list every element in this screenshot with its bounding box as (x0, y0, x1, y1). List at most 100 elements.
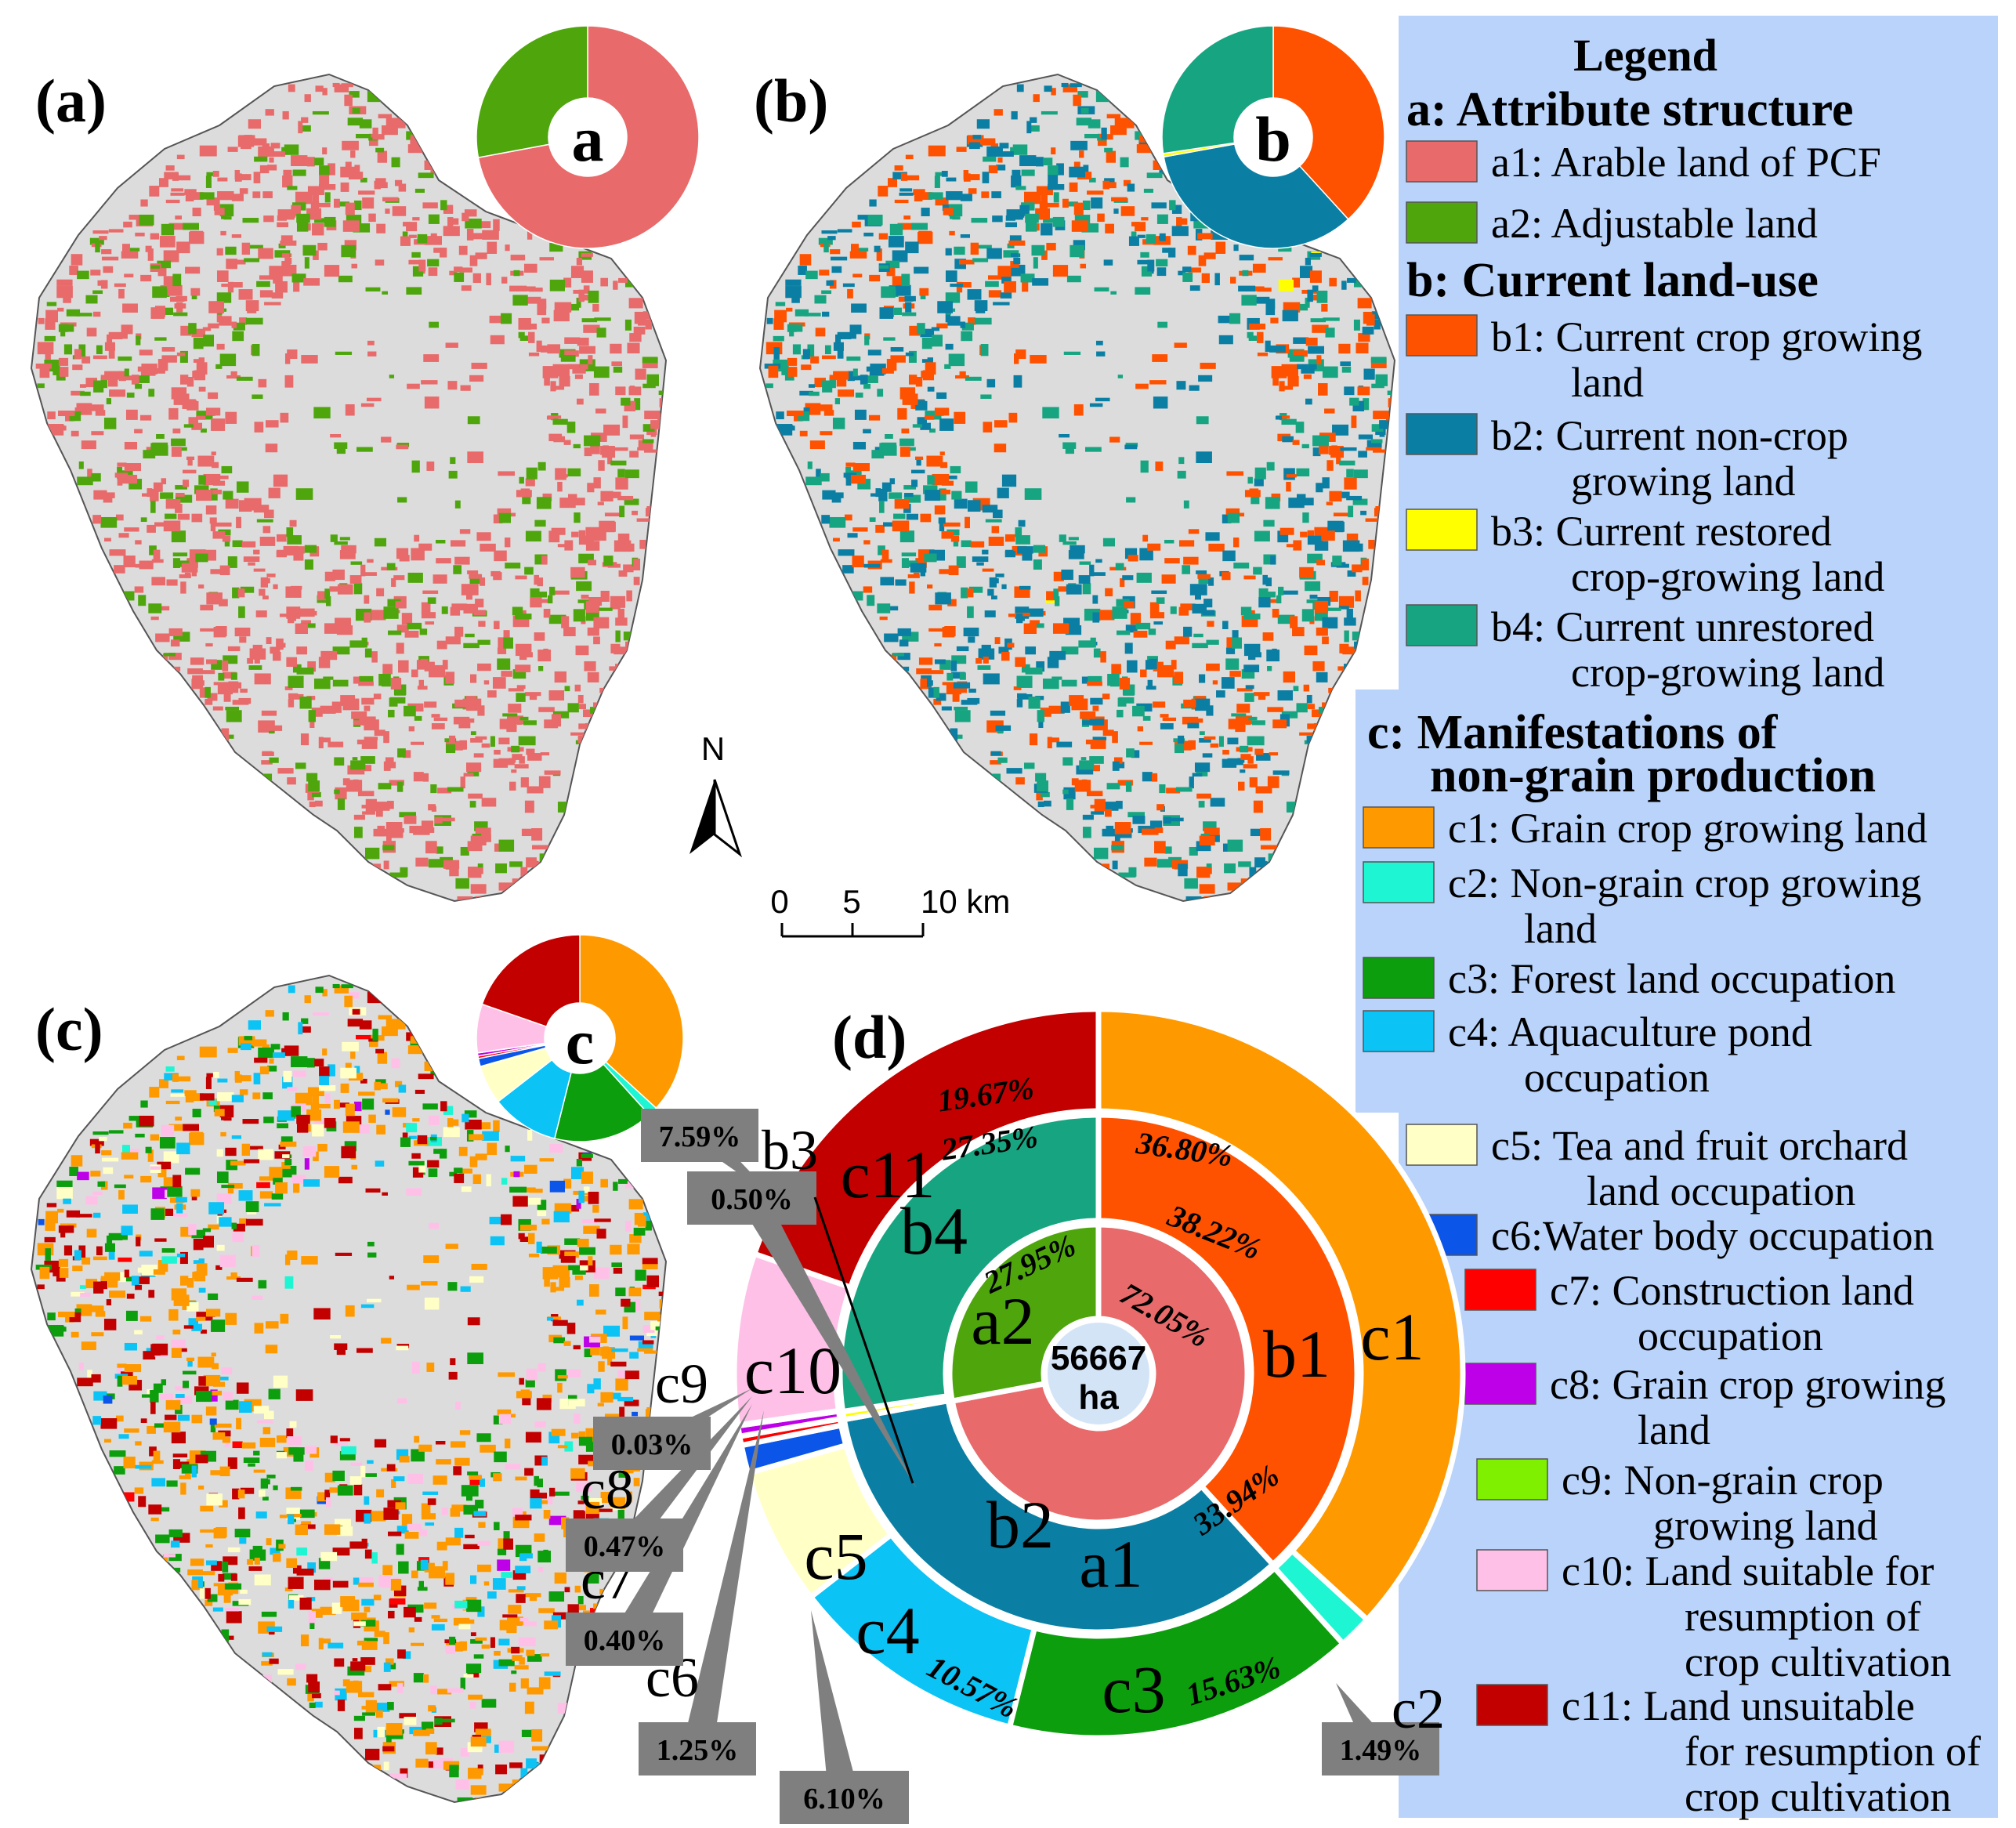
legend-label-a1: a1: Arable land of PCF (1491, 139, 1881, 186)
legend-swatch-c2 (1363, 861, 1435, 903)
north-arrow: N (689, 730, 743, 858)
callout-label-c2: c2 (1392, 1678, 1445, 1740)
legend-swatch-c4 (1363, 1010, 1435, 1052)
pie-slice-b2 (1163, 143, 1349, 249)
pie-letter-a: a (572, 103, 604, 175)
legend-label-c7-line2: occupation (1638, 1312, 1823, 1359)
panel-label-c: (c) (35, 995, 103, 1063)
legend-swatch-c5 (1406, 1124, 1478, 1166)
legend-label-c8-line2: land (1638, 1406, 1710, 1453)
callout-pointer-c6 (682, 1410, 764, 1749)
legend-swatch-c8 (1464, 1363, 1536, 1405)
legend-heading-c: c: Manifestations of (1367, 706, 1779, 759)
ring-label-c5: c5 (804, 1519, 867, 1594)
legend-swatch-b2 (1406, 413, 1478, 455)
legend-label-b4-line2: crop-growing land (1571, 649, 1884, 696)
legend-swatch-c7 (1464, 1269, 1536, 1311)
scale-bar-line (780, 923, 925, 938)
pie-slice-b1 (1272, 25, 1385, 220)
map-a-landuse (35, 82, 666, 901)
legend-label-b2-line2: growing land (1571, 458, 1795, 505)
callout-pct-c5: 6.10% (803, 1783, 885, 1815)
north-arrow-icon-outline (713, 779, 743, 858)
legend-swatch-a1 (1406, 140, 1478, 183)
legend-swatch-b4 (1406, 604, 1478, 646)
callout-pct-c2: 1.49% (1340, 1734, 1422, 1767)
callout-pointer-c2 (1336, 1683, 1396, 1749)
pie-slice-c1 (579, 934, 684, 1109)
legend-label-c10-line3: crop cultivation (1685, 1638, 1951, 1685)
map-c (30, 974, 668, 1804)
callout-c8: 0.47%c8 (566, 1396, 752, 1572)
ring-segment-c11 (751, 1006, 1102, 1291)
callout-c9: 0.03% c9 (593, 1352, 752, 1470)
legend-label-c9-line2: growing land (1653, 1502, 1877, 1549)
ring-label-b4: b4 (900, 1193, 968, 1269)
pie-letter-c: c (566, 1006, 594, 1077)
legend-label-c8: c8: Grain crop growing (1550, 1361, 1945, 1408)
legend-label-c9: c9: Non-grain crop (1562, 1457, 1884, 1504)
legend-title: Legend (1573, 30, 1717, 81)
map-c-landuse (35, 983, 666, 1802)
center-unit: ha (1078, 1378, 1119, 1417)
legend-heading-c-line2: non-grain production (1430, 749, 1876, 802)
ring-label-c10: c10 (744, 1333, 842, 1408)
legend-background (1355, 16, 1998, 1818)
legend-heading-b: b: Current land-use (1406, 254, 1819, 307)
callout-pct-b3: 0.50% (711, 1183, 793, 1216)
callout-pointer-c9 (636, 1388, 752, 1443)
legend-swatch-c3 (1363, 957, 1435, 999)
legend-swatch-b3 (1406, 509, 1478, 551)
callout-pct-c6: 1.25% (657, 1734, 739, 1767)
legend-label-c11: c11: Land unsuitable (1562, 1682, 1915, 1729)
sunburst-center (1043, 1318, 1154, 1429)
north-arrow-label: N (701, 730, 725, 767)
center-total: 56667 (1051, 1339, 1146, 1377)
callout-c6: 1.25%c6 (639, 1410, 764, 1776)
panel-label-b: (b) (754, 67, 828, 135)
legend-label-a2: a2: Adjustable land (1491, 200, 1818, 247)
map-b (758, 73, 1396, 903)
callout-pct-c9: 0.03% (611, 1428, 693, 1461)
map-panels (30, 73, 1396, 1804)
pie-slice-b4 (1161, 25, 1274, 154)
north-arrow-icon (689, 780, 715, 854)
legend-label-b3-line2: crop-growing land (1571, 553, 1884, 600)
legend-label-c5: c5: Tea and fruit orchard (1491, 1122, 1908, 1169)
callout-label-b3: b3 (762, 1119, 818, 1182)
callout-pct-c7: 0.40% (584, 1624, 666, 1657)
legend-label-c10: c10: Land suitable for (1562, 1547, 1934, 1595)
callout-pct-c10: 7.59% (659, 1120, 741, 1153)
legend-label-b1-line2: land (1571, 359, 1644, 406)
callout-pointer-b3 (736, 1198, 917, 1489)
legend-swatch-c11 (1476, 1684, 1548, 1726)
panel-label-a: (a) (35, 67, 107, 135)
legend-label-b4: b4: Current unrestored (1491, 603, 1874, 650)
scale-bar: 0 5 10 km (770, 883, 1010, 938)
scale-tick-5: 5 (842, 883, 860, 920)
ring-label-c4: c4 (856, 1593, 919, 1668)
legend-label-c2: c2: Non-grain crop growing (1448, 860, 1921, 907)
callout-leader-b3 (813, 1196, 914, 1484)
callout-c2: 1.49%c2 (1322, 1678, 1445, 1776)
pie-slice-a2 (476, 25, 588, 159)
callout-c5: 6.10% (780, 1610, 909, 1824)
legend-label-b1: b1: Current crop growing (1491, 313, 1922, 360)
pie-slice-c11 (481, 934, 581, 1028)
scale-tick-0: 0 (770, 883, 788, 920)
ring-label-b1: b1 (1263, 1316, 1330, 1392)
scale-tick-10: 10 km (921, 883, 1010, 920)
legend-label-c11-line2: for resumption of (1685, 1728, 1981, 1775)
ring-label-c11: c11 (841, 1137, 936, 1212)
panel-label-d: (d) (832, 1003, 907, 1071)
legend-label-c6: c6:Water body occupation (1491, 1212, 1934, 1259)
ring-label-c1: c1 (1360, 1299, 1424, 1374)
ring-label-c3: c3 (1102, 1652, 1165, 1727)
legend-swatch-a2 (1406, 201, 1478, 244)
legend-swatch-c1 (1363, 806, 1435, 849)
legend-label-c2-line2: land (1524, 905, 1597, 952)
ring-segment-b2 (841, 1397, 1277, 1635)
map-b-landuse (764, 82, 1395, 901)
